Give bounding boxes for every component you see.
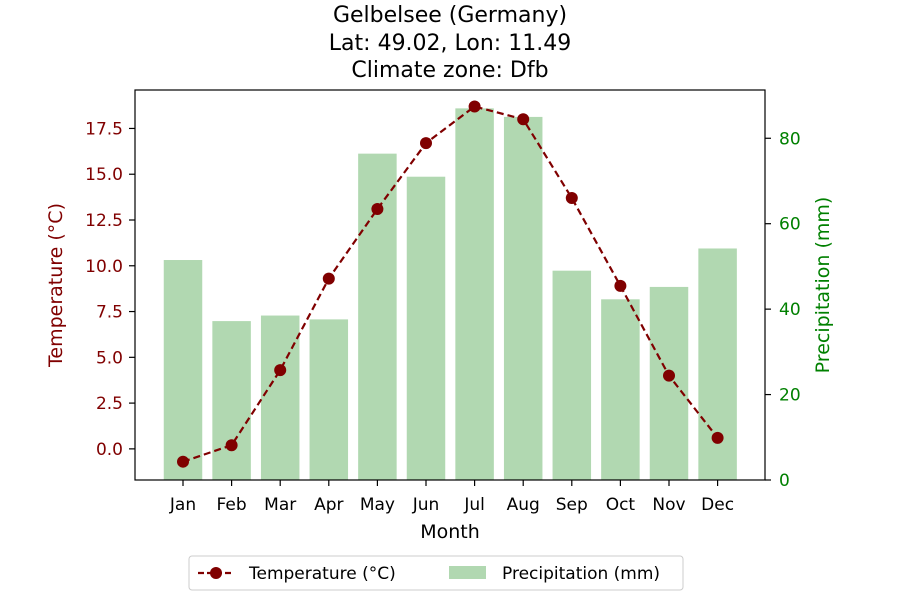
temperature-point-jun xyxy=(420,137,432,150)
temperature-point-mar xyxy=(274,364,287,377)
temperature-series xyxy=(177,100,724,468)
x-axis-label: Month xyxy=(420,521,480,543)
legend-temperature-label: Temperature (°C) xyxy=(248,564,396,584)
precipitation-axis: 0 20 40 60 80 xyxy=(765,129,801,491)
precipitation-tick-label: 60 xyxy=(779,215,801,235)
temperature-point-dec xyxy=(711,431,724,444)
precipitation-bars xyxy=(163,108,737,481)
month-tick-label: Dec xyxy=(701,495,734,515)
temperature-tick-label: 0.0 xyxy=(96,440,123,460)
temperature-point-jan xyxy=(177,455,189,468)
precipitation-bar-jul xyxy=(455,108,494,481)
month-tick-label: Jul xyxy=(463,495,485,515)
temperature-tick-label: 2.5 xyxy=(96,394,123,414)
temperature-axis-label: Temperature (°C) xyxy=(45,203,67,368)
precipitation-bar-mar xyxy=(260,315,300,480)
chart-title-line-1: Gelbelsee (Germany) xyxy=(333,3,567,28)
temperature-point-may xyxy=(371,203,384,216)
plot-frame xyxy=(134,89,766,481)
temperature-tick-label: 10.0 xyxy=(85,257,123,277)
temperature-tick-label: 17.5 xyxy=(85,119,123,139)
temperature-point-apr xyxy=(322,272,335,285)
legend-temperature-marker xyxy=(210,567,222,579)
temperature-point-nov xyxy=(663,369,675,382)
legend-precipitation-swatch xyxy=(449,566,486,579)
temperature-point-sep xyxy=(565,192,578,205)
temperature-axis: 0.0 2.5 5.0 7.5 10.0 12.5 15.0 17.5 xyxy=(85,119,135,460)
precipitation-bar-aug xyxy=(503,116,543,480)
temperature-point-aug xyxy=(517,113,530,126)
precipitation-bar-may xyxy=(358,153,397,480)
precipitation-tick-label: 20 xyxy=(779,386,801,406)
temperature-point-jul xyxy=(468,100,481,113)
chart-title: Gelbelsee (Germany) Lat: 49.02, Lon: 11.… xyxy=(329,3,571,83)
temperature-tick-label: 12.5 xyxy=(85,211,123,231)
month-tick-label: Nov xyxy=(652,495,685,515)
temperature-point-feb xyxy=(225,439,238,452)
chart-title-line-3: Climate zone: Dfb xyxy=(351,58,548,83)
precipitation-bar-apr xyxy=(309,319,349,480)
precipitation-bar-dec xyxy=(698,248,737,480)
temperature-point-oct xyxy=(614,279,627,292)
precipitation-bar-feb xyxy=(212,321,251,480)
temperature-line xyxy=(182,105,719,463)
month-tick-label: Sep xyxy=(556,495,588,515)
precipitation-tick-label: 40 xyxy=(779,300,801,320)
month-axis: Jan Feb Mar Apr May Jun Jul Aug Sep Oct Nov Dec xyxy=(169,480,734,515)
month-tick-label: Oct xyxy=(606,495,636,515)
month-tick-label: Apr xyxy=(314,495,343,515)
temperature-tick-label: 7.5 xyxy=(96,303,123,323)
month-tick-label: May xyxy=(360,495,395,515)
legend-frame xyxy=(188,555,684,591)
precipitation-axis-label: Precipitation (mm) xyxy=(812,197,834,374)
month-tick-label: Mar xyxy=(264,495,296,515)
temperature-tick-label: 5.0 xyxy=(96,348,123,368)
precipitation-bar-nov xyxy=(649,286,689,480)
precipitation-tick-label: 0 xyxy=(779,471,790,491)
month-tick-label: Aug xyxy=(507,495,540,515)
precipitation-bar-oct xyxy=(601,299,640,480)
month-tick-label: Jan xyxy=(169,495,196,515)
month-tick-label: Jun xyxy=(412,495,440,515)
chart-title-line-2: Lat: 49.02, Lon: 11.49 xyxy=(329,31,571,56)
legend-precipitation-label: Precipitation (mm) xyxy=(502,564,660,584)
month-tick-label: Feb xyxy=(217,495,247,515)
precipitation-tick-label: 80 xyxy=(779,129,801,149)
precipitation-bar-sep xyxy=(552,270,592,480)
legend: Temperature (°C) Precipitation (mm) xyxy=(188,555,684,591)
precipitation-bar-jun xyxy=(406,176,446,481)
precipitation-bar-jan xyxy=(163,260,203,480)
temperature-tick-label: 15.0 xyxy=(85,165,123,185)
